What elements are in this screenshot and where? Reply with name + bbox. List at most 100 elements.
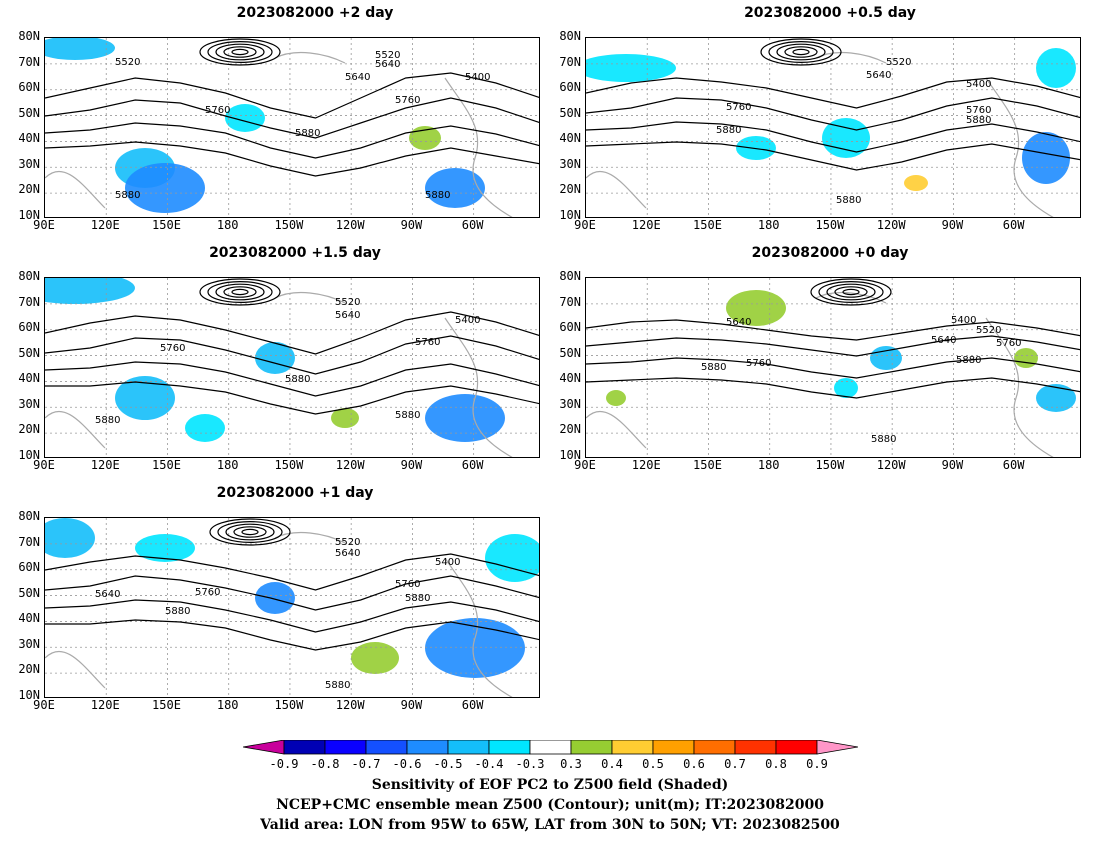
latitude-label: 20N	[18, 422, 40, 437]
contour-label: 5640	[726, 317, 751, 328]
latitude-label: 60N	[18, 320, 40, 335]
coastline	[45, 292, 513, 457]
colorbar-tick: -0.5	[433, 757, 463, 771]
contour-label: 5400	[465, 72, 490, 83]
latitude-label: 10N	[18, 688, 40, 702]
longitude-label: 150W	[815, 218, 845, 232]
latitude-label: 60N	[18, 80, 40, 95]
sensitivity-shading	[409, 126, 441, 150]
longitude-label: 150W	[274, 698, 304, 712]
longitude-label: 90E	[574, 458, 596, 472]
latitude-label: 30N	[18, 156, 40, 171]
z500-contour	[45, 122, 539, 159]
z500-contour	[586, 77, 1080, 109]
longitude-label: 180	[757, 218, 780, 232]
latitude-label: 80N	[18, 509, 40, 523]
longitude-label: 90E	[574, 218, 596, 232]
longitude-label: 90W	[941, 458, 964, 472]
polar-low-contour	[225, 523, 275, 541]
polar-low-contour	[215, 283, 265, 301]
polar-low-contour	[241, 528, 259, 536]
contour-label: 5520	[335, 537, 360, 548]
contour-label: 5760	[726, 102, 751, 113]
polar-low-contour	[231, 288, 249, 296]
z500-contour	[586, 335, 1080, 357]
z500-contour	[45, 361, 539, 397]
map-plot-area: 5520 5640 5400 5760 5880 5760 5880 5880	[585, 37, 1081, 218]
longitude-label: 120W	[876, 218, 906, 232]
map-panel-plus1day: 2023082000 +1 day 5520 5640 5400 5640 5760 57…	[0, 485, 550, 720]
polar-low-contour	[818, 281, 884, 303]
sensitivity-shading	[736, 136, 776, 160]
contour-label: 5760	[966, 105, 991, 116]
contour-label: 5880	[956, 355, 981, 366]
z500-contour	[45, 381, 539, 415]
colorbar-tick: -0.6	[392, 757, 422, 771]
longitude-label: 120E	[90, 458, 120, 472]
longitude-label: 90W	[400, 458, 423, 472]
latitude-label: 60N	[18, 560, 40, 575]
colorbar-swatch	[283, 740, 326, 755]
map-plot-area: 5520 5640 5520 5400 5760 5640 5760 5880 5880 5880	[44, 37, 540, 218]
latitude-label: 50N	[18, 105, 40, 120]
contour-label: 5640	[375, 59, 400, 70]
contour-label: 5400	[966, 79, 991, 90]
z500-contour	[586, 97, 1080, 131]
longitude-label: 180	[216, 698, 239, 712]
latitude-label: 50N	[18, 585, 40, 600]
contour-label: 5760	[195, 587, 220, 598]
contour-label: 5760	[746, 358, 771, 369]
contour-label: 5520	[886, 57, 911, 68]
colorbar-swatch	[775, 740, 818, 755]
contour-label: 5880	[716, 125, 741, 136]
contour-label: 5520	[375, 50, 400, 61]
contour-label: 5880	[395, 410, 420, 421]
longitude-label: 150E	[152, 218, 181, 232]
latitude-label: 50N	[559, 105, 581, 120]
colorbar-swatch	[816, 740, 858, 755]
colorbar-tick: 0.9	[806, 757, 828, 771]
sensitivity-shading	[904, 175, 928, 191]
contour-label: 5520	[976, 325, 1001, 336]
sensitivity-shading	[225, 104, 265, 132]
latitude-label: 70N	[18, 54, 40, 69]
contour-label: 5640	[335, 310, 360, 321]
contour-label: 5880	[165, 606, 190, 617]
map-plot-area: 5640 5400 5520 5640 5760 5880 5760 5880 5880	[585, 277, 1081, 458]
panel-title: 2023082000 +0.5 day	[744, 5, 916, 21]
latitude-label: 30N	[559, 396, 581, 411]
z500-contour	[45, 311, 539, 355]
latitude-label: 20N	[18, 182, 40, 197]
sensitivity-shading	[834, 378, 858, 398]
colorbar-swatch	[243, 740, 285, 755]
sensitivity-shading	[135, 534, 195, 562]
map-panel-plus2day: 2023082000 +2 day 5520 5640 5520 5400 5760 56…	[0, 5, 550, 240]
panel-title: 2023082000 +1 day	[216, 485, 374, 501]
latitude-label: 10N	[559, 448, 581, 462]
colorbar-swatch	[488, 740, 531, 755]
sensitivity-shading	[331, 408, 359, 428]
panel-title: 2023082000 +0 day	[751, 245, 909, 261]
panel-title: 2023082000 +2 day	[236, 5, 394, 21]
colorbar-tick: 0.5	[642, 757, 664, 771]
latitude-label: 60N	[559, 320, 581, 335]
colorbar-tick: 0.7	[724, 757, 746, 771]
contour-label: 5880	[836, 195, 861, 206]
polar-low-contour	[784, 46, 818, 58]
longitude-label: 60W	[1002, 458, 1025, 472]
sensitivity-shading	[115, 376, 175, 420]
latitude-label: 40N	[18, 611, 40, 626]
polar-low-contour	[834, 286, 868, 298]
polar-low-contour	[231, 48, 249, 56]
latitude-label: 20N	[559, 422, 581, 437]
z500-contour	[586, 121, 1080, 153]
colorbar-tick: -0.8	[310, 757, 340, 771]
longitude-label: 180	[757, 458, 780, 472]
longitude-label: 60W	[461, 698, 484, 712]
polar-low-contour	[223, 46, 257, 58]
polar-low-contour	[776, 43, 826, 61]
longitude-label: 120E	[631, 458, 661, 472]
sensitivity-shading	[351, 642, 399, 674]
longitude-label: 120E	[90, 218, 120, 232]
polar-low-contour	[207, 281, 273, 303]
